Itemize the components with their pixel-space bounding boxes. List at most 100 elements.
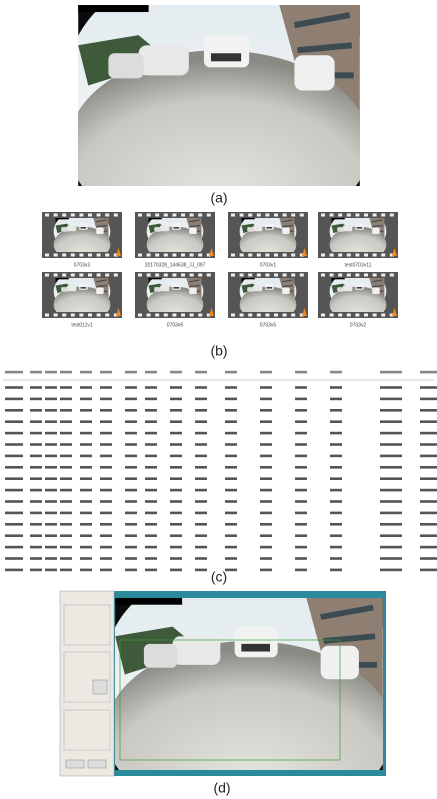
cell-text — [195, 534, 207, 537]
cell-text — [60, 489, 72, 492]
cell-text — [420, 534, 437, 537]
perforation — [138, 314, 142, 317]
video-thumbnail: 0703v2 — [318, 270, 398, 328]
cell-text — [145, 371, 157, 374]
cell-text — [420, 489, 437, 492]
cell-text — [5, 477, 23, 480]
perforation — [338, 254, 342, 257]
cell-text — [195, 500, 207, 503]
cell-text — [225, 398, 237, 401]
file-name: 20170328_144638_JJ_097 — [145, 262, 206, 268]
perforation — [138, 214, 142, 217]
perforation — [364, 214, 368, 217]
cell-text — [5, 512, 23, 515]
cell-text — [80, 534, 92, 537]
cell-text — [195, 432, 207, 435]
perforation — [97, 214, 101, 217]
cell-text — [145, 512, 157, 515]
cell-text — [420, 409, 437, 412]
cell-text — [225, 512, 237, 515]
perforation — [265, 214, 269, 217]
perforation — [54, 254, 58, 257]
cell-text — [80, 386, 92, 389]
cell-text — [45, 420, 57, 423]
cell-text — [420, 546, 437, 549]
cell-text — [45, 500, 57, 503]
perforation — [283, 314, 287, 317]
cell-text — [380, 546, 402, 549]
cell-text — [170, 371, 182, 374]
file-name: 0703v1 — [260, 262, 277, 268]
cell-text — [420, 523, 437, 526]
cell-text — [295, 455, 307, 458]
cell-text — [380, 371, 402, 374]
cell-text — [195, 398, 207, 401]
perforation — [198, 254, 202, 257]
perforation — [355, 274, 359, 277]
cell-text — [45, 386, 57, 389]
cell-text — [295, 523, 307, 526]
cell-text — [260, 546, 272, 549]
cell-text — [380, 489, 402, 492]
cell-text — [60, 512, 72, 515]
cell-text — [60, 569, 72, 572]
cell-text — [30, 466, 42, 469]
cell-text — [80, 443, 92, 446]
perforation — [181, 314, 185, 317]
cell-text — [45, 398, 57, 401]
cell-text — [45, 409, 57, 412]
cell-text — [380, 477, 402, 480]
cell-text — [260, 523, 272, 526]
cell-text — [45, 466, 57, 469]
perforation — [62, 214, 66, 217]
cell-text — [125, 500, 137, 503]
cell-text — [145, 546, 157, 549]
cell-text — [170, 534, 182, 537]
cell-text — [225, 371, 237, 374]
cell-text — [380, 534, 402, 537]
cell-text — [145, 432, 157, 435]
perforation — [330, 314, 334, 317]
cell-text — [125, 546, 137, 549]
cell-text — [295, 420, 307, 423]
cell-text — [195, 523, 207, 526]
cell-text — [260, 443, 272, 446]
cell-text — [100, 443, 112, 446]
cell-text — [60, 386, 72, 389]
cell-text — [170, 546, 182, 549]
cell-text — [295, 371, 307, 374]
cell-text — [330, 500, 342, 503]
cell-text — [330, 546, 342, 549]
cell-text — [100, 546, 112, 549]
cell-text — [170, 409, 182, 412]
perforation — [207, 274, 211, 277]
cell-text — [100, 569, 112, 572]
perforation — [71, 254, 75, 257]
perforation — [321, 314, 325, 317]
cell-text — [100, 477, 112, 480]
perforation — [207, 214, 211, 217]
cell-text — [170, 420, 182, 423]
cell-text — [330, 523, 342, 526]
cell-text — [170, 557, 182, 560]
perforation — [300, 214, 304, 217]
video-thumbnail: 0703v5 — [228, 270, 308, 328]
cell-text — [330, 432, 342, 435]
cell-text — [100, 534, 112, 537]
cell-text — [5, 500, 23, 503]
perforation — [155, 254, 159, 257]
cell-text — [5, 569, 23, 572]
cell-text — [225, 432, 237, 435]
cell-text — [60, 443, 72, 446]
cell-text — [30, 500, 42, 503]
cell-text — [125, 443, 137, 446]
cell-text — [295, 557, 307, 560]
cell-text — [170, 386, 182, 389]
perforation — [164, 214, 168, 217]
perforation — [355, 214, 359, 217]
cell-text — [145, 534, 157, 537]
perforation — [291, 254, 295, 257]
perforation — [231, 314, 235, 317]
cell-text — [80, 420, 92, 423]
cell-text — [260, 466, 272, 469]
